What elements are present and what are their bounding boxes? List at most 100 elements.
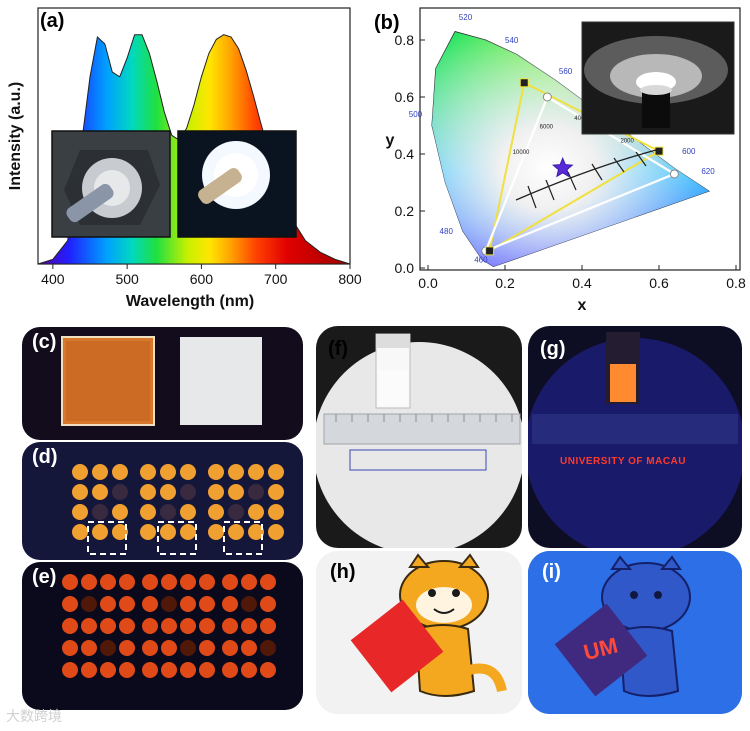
x-tick-label: 0.6	[649, 275, 669, 291]
locus-label: 540	[505, 36, 519, 45]
well	[160, 504, 176, 520]
gamut-vertices	[481, 78, 679, 256]
well	[160, 524, 176, 540]
well	[228, 484, 244, 500]
well	[268, 524, 284, 540]
locus-label: 600	[682, 147, 696, 156]
gamut-vertex-square	[485, 246, 495, 256]
well	[81, 574, 97, 590]
well	[92, 484, 108, 500]
paper-disk	[316, 342, 522, 548]
well	[140, 484, 156, 500]
cct-label: 2000	[621, 139, 635, 145]
locus-label: 460	[474, 255, 488, 264]
well	[199, 640, 215, 656]
well	[268, 464, 284, 480]
well	[180, 484, 196, 500]
film-sign-uv	[554, 603, 648, 697]
well	[72, 504, 88, 520]
panel-label-a: (a)	[40, 10, 65, 32]
well	[208, 524, 224, 540]
well	[72, 484, 88, 500]
well	[112, 504, 128, 520]
well	[62, 596, 78, 612]
well-plate-uv	[72, 464, 284, 555]
well	[142, 618, 158, 634]
well	[180, 464, 196, 480]
y-tick-label: 0.2	[395, 203, 415, 219]
locus-label: 500	[409, 110, 423, 119]
well	[62, 640, 78, 656]
ruler	[323, 413, 521, 445]
watermark: 大数跨境	[6, 709, 62, 725]
well	[222, 662, 238, 678]
well	[248, 464, 264, 480]
inset-photo-off	[51, 130, 171, 238]
gamut-vertex-square	[654, 146, 664, 156]
well	[199, 662, 215, 678]
well	[62, 574, 78, 590]
well	[161, 574, 177, 590]
well	[112, 524, 128, 540]
panel-d-photo: (d)	[22, 442, 303, 560]
well	[100, 662, 116, 678]
inset-photo-on	[177, 130, 297, 238]
well	[142, 574, 158, 590]
well	[81, 596, 97, 612]
highlight-box	[157, 521, 197, 555]
well	[208, 504, 224, 520]
well	[180, 640, 196, 656]
panel-e-photo: (e)	[22, 562, 303, 710]
well	[208, 484, 224, 500]
panel-label-d: (d)	[32, 446, 58, 468]
red-film-sign	[350, 599, 444, 693]
well	[142, 596, 158, 612]
well	[268, 504, 284, 520]
well	[228, 524, 244, 540]
well	[241, 662, 257, 678]
well	[72, 464, 88, 480]
well	[260, 662, 276, 678]
panel-g-photo: UNIVERSITY OF MACAU (g)	[528, 326, 742, 548]
well	[199, 596, 215, 612]
well	[222, 618, 238, 634]
highlight-box	[87, 521, 127, 555]
panel-i-photo: UM (i)	[528, 551, 742, 714]
highlight-box	[223, 521, 263, 555]
cct-label: 10000	[513, 150, 530, 156]
x-tick-label: 0.4	[572, 275, 592, 291]
well	[180, 524, 196, 540]
well	[100, 618, 116, 634]
well	[241, 618, 257, 634]
well	[100, 640, 116, 656]
y-tick-label: 0.4	[395, 146, 415, 162]
well	[119, 662, 135, 678]
x-tick-label: 0.0	[418, 275, 438, 291]
film-white	[180, 337, 262, 425]
x-tick-label: 800	[338, 271, 362, 287]
well	[208, 464, 224, 480]
planckian-locus	[515, 149, 657, 201]
spectral-locus-white	[431, 31, 710, 267]
inset-lamp-photo	[581, 21, 735, 135]
well	[119, 596, 135, 612]
well	[180, 618, 196, 634]
well	[142, 662, 158, 678]
well	[160, 484, 176, 500]
well	[142, 640, 158, 656]
panel-label-h: (h)	[330, 561, 356, 583]
cct-labels: 10000 6000 4000 2000	[513, 116, 635, 156]
well	[228, 504, 244, 520]
locus-label: 520	[459, 13, 473, 22]
panel-c-photo: (c)	[22, 327, 303, 440]
vial-glow	[610, 364, 636, 402]
well	[180, 504, 196, 520]
locus-label: 560	[559, 67, 573, 76]
panel-a-spectrum: 400 500 600 700 800 Wavelength (nm) Intensit…	[0, 0, 370, 320]
y-tick-label: 0.8	[395, 32, 415, 48]
well	[222, 574, 238, 590]
well	[81, 662, 97, 678]
x-tick-labels: 0.0 0.2 0.4 0.6 0.8	[418, 265, 746, 291]
panel-b-cie: 10000 6000 4000 2000 520 540 560 500 600 620 480 4…	[370, 0, 750, 320]
x-tick-label: 500	[115, 271, 139, 287]
